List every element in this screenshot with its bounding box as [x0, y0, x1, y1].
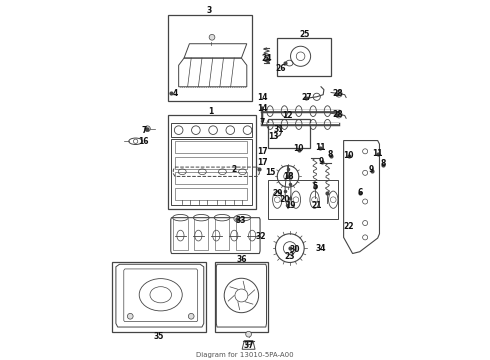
Text: 24: 24: [261, 54, 272, 63]
Text: 25: 25: [299, 30, 309, 39]
Text: 11: 11: [372, 149, 383, 158]
Text: Diagram for 13010-5PA-A00: Diagram for 13010-5PA-A00: [196, 351, 294, 357]
Bar: [175, 188, 247, 200]
Circle shape: [209, 35, 215, 40]
Text: 21: 21: [312, 201, 322, 210]
Circle shape: [188, 314, 194, 319]
Text: 37: 37: [243, 341, 254, 350]
Text: 15: 15: [266, 168, 276, 177]
Text: 12: 12: [282, 111, 293, 120]
Text: 23: 23: [284, 252, 294, 261]
Bar: [112, 262, 205, 332]
Text: 31: 31: [273, 125, 284, 134]
Text: 8: 8: [380, 159, 386, 168]
Text: 8: 8: [328, 150, 333, 159]
Bar: [175, 172, 247, 184]
Text: 2: 2: [232, 165, 237, 174]
Text: 9: 9: [368, 166, 374, 175]
Text: 9: 9: [318, 157, 324, 166]
Text: 22: 22: [344, 222, 354, 231]
Text: 28: 28: [332, 110, 343, 119]
Bar: [175, 141, 247, 153]
Text: 1: 1: [208, 107, 214, 116]
Text: 34: 34: [315, 244, 325, 253]
Text: 7: 7: [260, 118, 265, 127]
Bar: [215, 262, 269, 332]
Text: 10: 10: [294, 144, 304, 153]
Bar: [277, 39, 331, 76]
Bar: [269, 119, 310, 148]
Text: 27: 27: [301, 93, 312, 102]
Circle shape: [234, 216, 240, 222]
Text: 20: 20: [279, 195, 290, 204]
FancyArrow shape: [260, 107, 264, 124]
Text: 19: 19: [286, 201, 296, 210]
Text: 7: 7: [141, 126, 147, 135]
Text: 3: 3: [206, 5, 212, 14]
Text: 29: 29: [272, 189, 283, 198]
Text: 16: 16: [139, 137, 149, 146]
Circle shape: [127, 314, 133, 319]
Text: 18: 18: [283, 172, 294, 181]
Text: 14: 14: [257, 93, 268, 102]
Bar: [168, 15, 252, 101]
Text: 14: 14: [257, 104, 268, 113]
Text: 26: 26: [275, 64, 286, 73]
Circle shape: [145, 126, 150, 132]
Bar: [168, 116, 256, 209]
Text: 30: 30: [290, 246, 300, 255]
Text: 13: 13: [269, 132, 279, 141]
Text: 17: 17: [257, 147, 268, 156]
Text: 33: 33: [235, 216, 245, 225]
Text: 32: 32: [256, 232, 267, 241]
Text: 6: 6: [357, 188, 363, 197]
Text: 11: 11: [315, 143, 325, 152]
Text: 5: 5: [312, 182, 318, 191]
Text: 10: 10: [343, 151, 353, 160]
Text: 4: 4: [173, 89, 178, 98]
Circle shape: [245, 331, 251, 337]
Text: 28: 28: [332, 89, 343, 98]
Text: 17: 17: [257, 158, 268, 167]
Text: 35: 35: [153, 332, 163, 341]
Text: 36: 36: [236, 255, 246, 264]
Bar: [175, 157, 247, 169]
